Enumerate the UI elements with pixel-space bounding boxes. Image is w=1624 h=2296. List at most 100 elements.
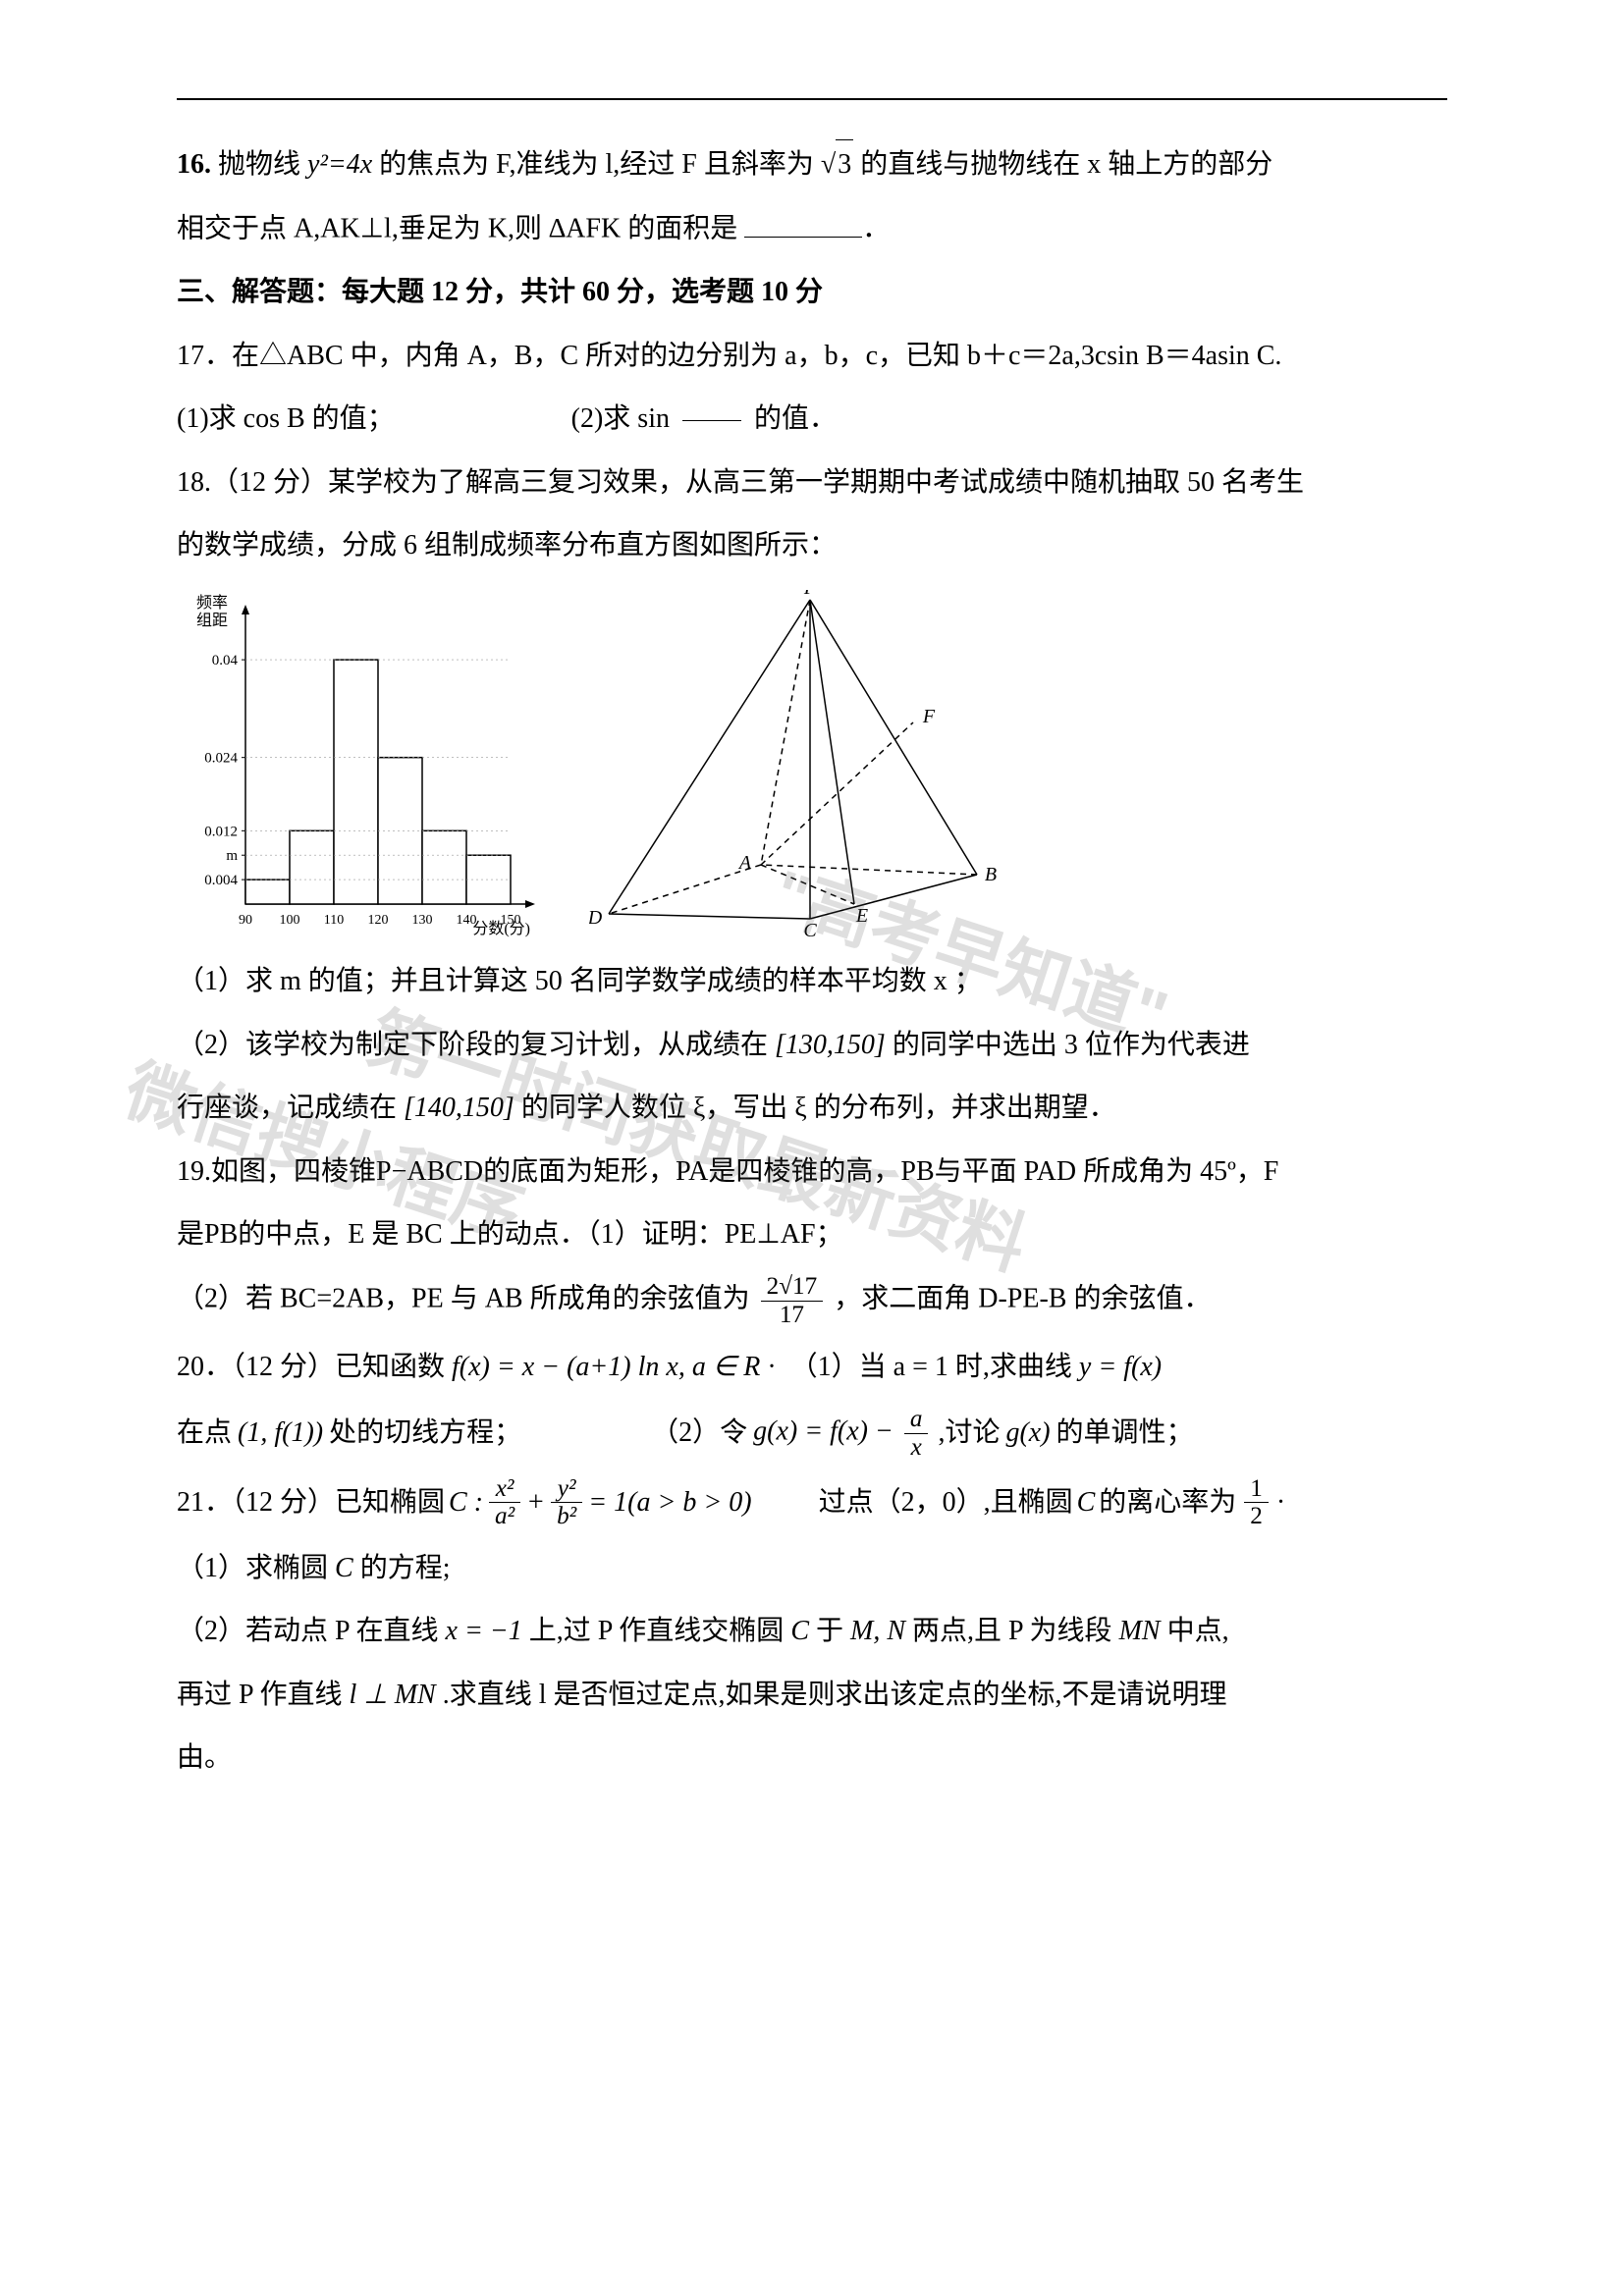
- svg-text:m: m: [226, 849, 238, 865]
- q21-eq-xm1: x = −1: [446, 1616, 522, 1646]
- svg-text:A: A: [737, 852, 752, 874]
- svg-text:0.012: 0.012: [204, 825, 238, 840]
- q19-line3: （2）若 BC=2AB，PE 与 AB 所成角的余弦值为 2√17 17 ，求二…: [177, 1273, 1447, 1328]
- q16-number: 16.: [177, 149, 218, 180]
- svg-text:C: C: [803, 920, 817, 941]
- q18-int1: [130,150]: [775, 1030, 886, 1060]
- q21-line1: 21．（12 分）已知椭圆 C : x² a² + y² b² = 1(a > …: [177, 1475, 1447, 1530]
- q20-eq2b-l: g(x) = f(x) −: [753, 1416, 893, 1447]
- sin-blank: [682, 420, 741, 421]
- top-rule: [177, 98, 1447, 100]
- q20-l2c: （2）令: [651, 1409, 747, 1458]
- q21-eq-c: C :: [449, 1478, 483, 1527]
- q21-f1-den: a²: [489, 1503, 520, 1530]
- xlabel: 分数(分): [472, 920, 530, 937]
- q20-l2b: 处的切线方程；: [329, 1409, 521, 1458]
- q21-p2b: 上,过 P 作直线交椭圆: [529, 1616, 785, 1646]
- q21-p2d: 两点,且 P 为线段: [912, 1616, 1112, 1646]
- q16-text-a: 抛物线: [218, 149, 307, 180]
- svg-text:0.004: 0.004: [204, 873, 238, 888]
- q21-p3: 再过 P 作直线 l ⊥ MN .求直线 l 是否恒过定点,如果是则求出该定点的…: [177, 1671, 1447, 1720]
- q21-l1b: 过点（2，0）,且椭圆: [819, 1478, 1073, 1527]
- q21-l1a: 21．（12 分）已知椭圆: [177, 1478, 445, 1527]
- q17-part1: (1)求 cos B 的值；: [177, 395, 395, 444]
- svg-text:P: P: [803, 590, 816, 599]
- q21-p1a: （1）求椭圆: [177, 1553, 328, 1583]
- q19-line2: 是PB的中点，E 是 BC 上的动点．（1）证明：PE⊥AF；: [177, 1210, 1447, 1259]
- q21-p2: （2）若动点 P 在直线 x = −1 上,过 P 作直线交椭圆 C 于 M, …: [177, 1607, 1447, 1656]
- q20-l2d: ,讨论: [938, 1409, 1000, 1458]
- q20-eq2c: g(x): [1005, 1409, 1050, 1458]
- q20-line1: 20．（12 分）已知函数 f(x) = x − (a+1) ln x, a ∈…: [177, 1343, 1447, 1392]
- q21-p1: （1）求椭圆 C 的方程;: [177, 1544, 1447, 1593]
- ylabel-top: 频率: [196, 594, 228, 612]
- q16-text-e: 相交于点 A,AK⊥l,垂足为 K,则 ∆AFK 的面积是: [177, 214, 737, 244]
- q18-p2d: 的同学人数位 ξ，写出 ξ 的分布列，并求出期望．: [521, 1093, 1116, 1123]
- q18-p2-line2: 行座谈，记成绩在 [140,150] 的同学人数位 ξ，写出 ξ 的分布列，并求…: [177, 1084, 1447, 1133]
- svg-text:D: D: [589, 907, 603, 929]
- section3-heading: 三、解答题：每大题 12 分，共计 60 分，选考题 10 分: [177, 268, 1447, 317]
- q21-p4: 由。: [177, 1734, 1447, 1783]
- q20-l2a: 在点: [177, 1409, 232, 1458]
- q17-part2b: 的值．: [754, 403, 837, 434]
- pyramid-figure: PFABCDE: [589, 590, 1011, 943]
- svg-text:E: E: [855, 905, 868, 927]
- q21-p3a: 再过 P 作直线: [177, 1680, 343, 1710]
- svg-text:100: 100: [280, 913, 300, 928]
- q20-eq2a: (1, f(1)): [238, 1409, 323, 1458]
- q21-p2a: （2）若动点 P 在直线: [177, 1616, 439, 1646]
- q18-line1: 18.（12 分）某学校为了解高三复习效果，从高三第一学期期中考试成绩中随机抽取…: [177, 458, 1447, 507]
- q19-fraction: 2√17 17: [761, 1273, 824, 1328]
- q17-parts: (1)求 cos B 的值； (2)求 sin 的值．: [177, 395, 1447, 444]
- q18-p2a: （2）该学校为制定下阶段的复习计划，从成绩在: [177, 1030, 768, 1060]
- svg-text:110: 110: [324, 913, 344, 928]
- svg-text:B: B: [985, 864, 997, 885]
- q19-l3a: （2）若 BC=2AB，PE 与 AB 所成角的余弦值为: [177, 1284, 750, 1314]
- page: 16. 抛物线 y²=4x 的焦点为 F,准线为 l,经过 F 且斜率为 3 的…: [0, 0, 1624, 2296]
- q21-l1c: C: [1077, 1478, 1096, 1527]
- q21-ecc: 1 2: [1244, 1475, 1269, 1530]
- q21-p2c: 于: [816, 1616, 843, 1646]
- histogram-figure: 0.040.0240.012m0.004 9010011012013014015…: [177, 590, 550, 943]
- q21-frac1: x² a²: [489, 1475, 520, 1530]
- q18-p2b: 的同学中选出 3 位作为代表进: [893, 1030, 1250, 1060]
- q20-l2e: 的单调性；: [1056, 1409, 1194, 1458]
- svg-text:90: 90: [239, 913, 252, 928]
- q19-line1: 19.如图，四棱锥P−ABCD的底面为矩形，PA是四棱锥的高，PB与平面 PAD…: [177, 1148, 1447, 1197]
- q19-l3b: ，求二面角 D-PE-B 的余弦值．: [834, 1284, 1211, 1314]
- q21-p1b: C: [335, 1553, 353, 1583]
- q21-p3b: .求直线 l 是否恒过定点,如果是则求出该定点的坐标,不是请说明理: [443, 1680, 1227, 1710]
- q21-eq-rest: = 1(a > b > 0): [588, 1478, 751, 1527]
- q16-eq: y²=4x: [307, 149, 372, 180]
- q20-l1b: · （1）当 a = 1 时,求曲线: [767, 1352, 1072, 1382]
- q20-frac: a x: [904, 1406, 929, 1461]
- q20-eq1: f(x) = x − (a+1) ln x, a ∈ R: [452, 1352, 760, 1382]
- svg-text:0.04: 0.04: [212, 653, 239, 668]
- q18-p1-text: （1）求 m 的值；并且计算这 50 名同学数学成绩的样本平均数 x ；: [177, 966, 982, 996]
- q18-line2: 的数学成绩，分成 6 组制成频率分布直方图如图所示：: [177, 521, 1447, 570]
- q21-ecc-num: 1: [1244, 1475, 1269, 1504]
- q21-p2d2: MN: [1119, 1616, 1161, 1646]
- q17-line1: 17．在△ABC 中，内角 A，B，C 所对的边分别为 a，b，c，已知 b＋c…: [177, 332, 1447, 381]
- q16-text-c: 的焦点为 F,准线为 l,经过 F 且斜率为: [379, 149, 814, 180]
- q21-f1-num: x²: [489, 1475, 520, 1504]
- q21-frac2: y² b²: [551, 1475, 582, 1530]
- q21-plus: +: [526, 1478, 545, 1527]
- answer-blank: [744, 203, 862, 238]
- q21-ecc-den: 2: [1244, 1503, 1269, 1530]
- svg-text:130: 130: [412, 913, 433, 928]
- sqrt3-icon: 3: [821, 139, 853, 189]
- q20-frac-den: x: [904, 1434, 929, 1462]
- q21-p2c2: M, N: [850, 1616, 905, 1646]
- q20-l1a: 20．（12 分）已知函数: [177, 1352, 445, 1382]
- q16-line2: 相交于点 A,AK⊥l,垂足为 K,则 ∆AFK 的面积是 ．: [177, 203, 1447, 254]
- diagram-row: 0.040.0240.012m0.004 9010011012013014015…: [177, 590, 1447, 943]
- q21-eq-lperp: l ⊥ MN: [350, 1680, 436, 1710]
- q18-p1: （1）求 m 的值；并且计算这 50 名同学数学成绩的样本平均数 x ；: [177, 957, 1447, 1006]
- svg-text:0.024: 0.024: [204, 751, 238, 767]
- ylabel-bot: 组距: [196, 612, 228, 629]
- q20-eq1b: y = f(x): [1079, 1352, 1162, 1382]
- q19-frac-den: 17: [761, 1302, 824, 1329]
- svg-text:120: 120: [368, 913, 389, 928]
- q21-f2-num: y²: [551, 1475, 582, 1504]
